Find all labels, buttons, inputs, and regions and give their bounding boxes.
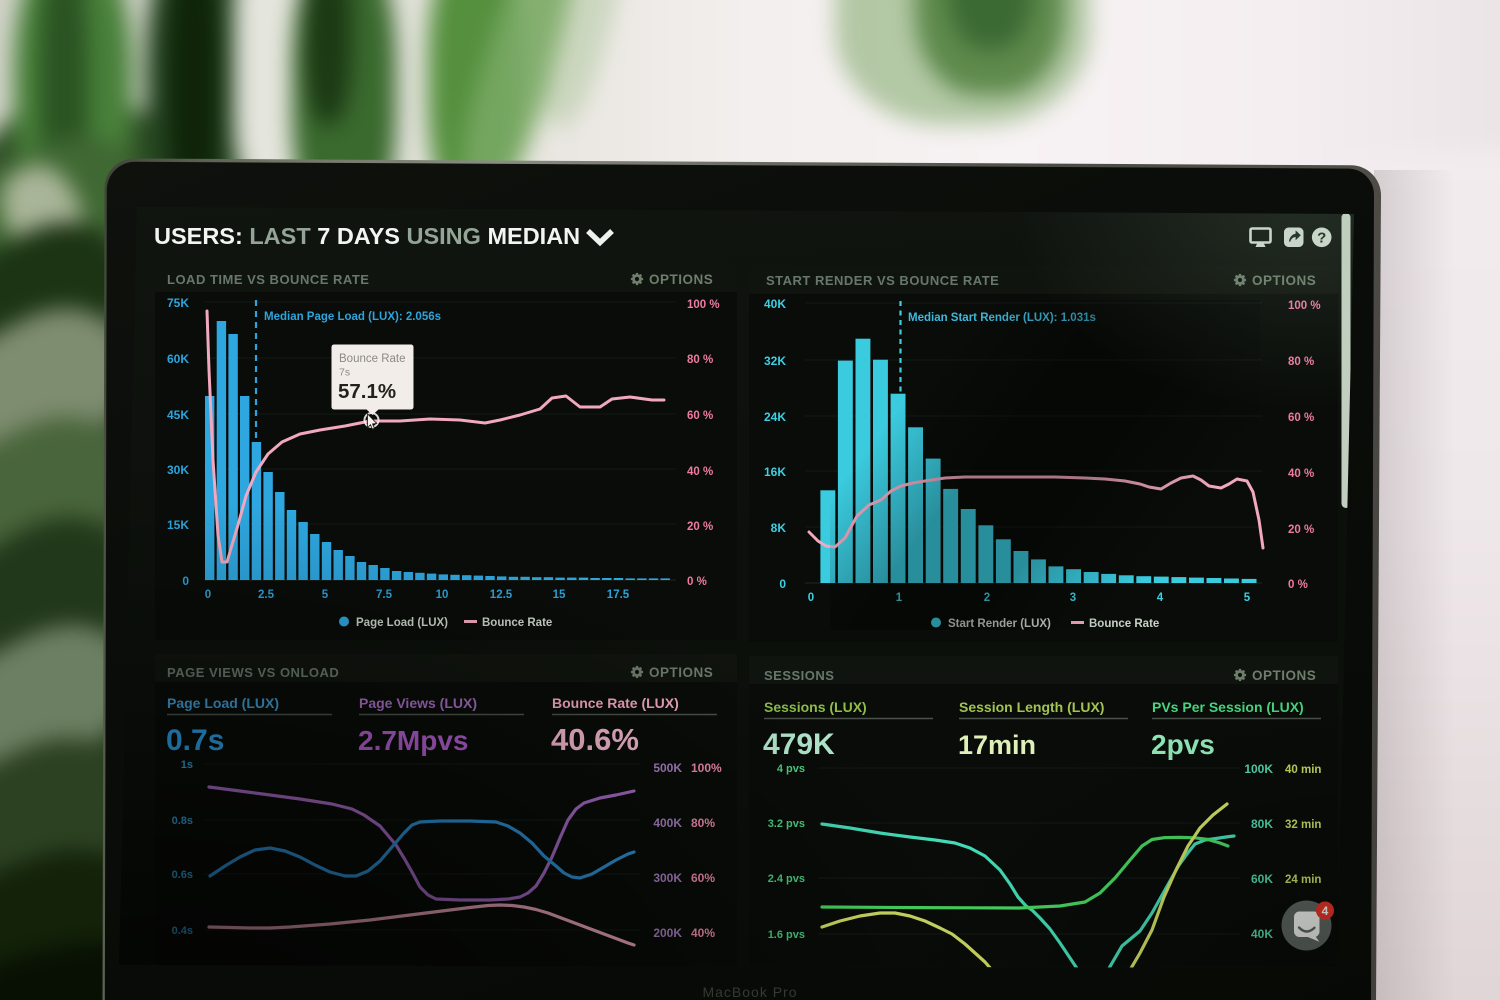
svg-text:4: 4 (1322, 904, 1329, 918)
